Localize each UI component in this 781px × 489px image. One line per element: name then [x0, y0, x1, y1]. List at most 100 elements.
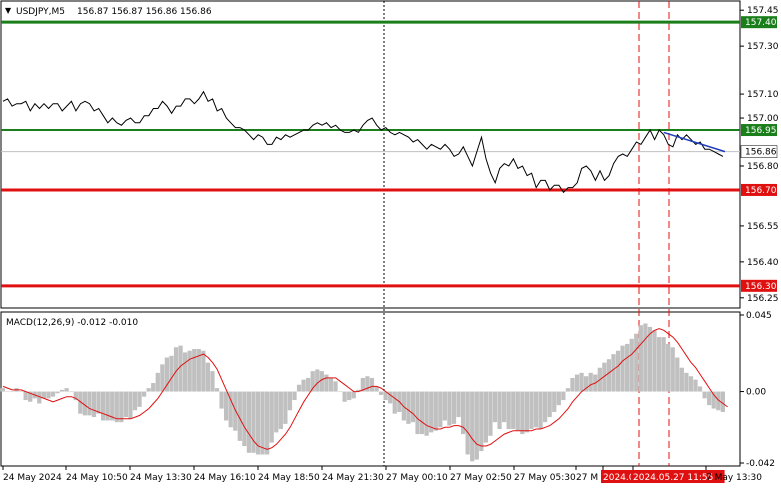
macd-histogram-bar [214, 388, 220, 392]
macd-histogram-bar [538, 391, 543, 429]
macd-histogram-bar [625, 343, 630, 392]
macd-histogram-bar [424, 391, 429, 436]
time-tick-label: 24 May 18:50 [258, 473, 320, 483]
macd-histogram-bar [515, 391, 520, 431]
macd-histogram-bar [520, 391, 525, 435]
macd-histogram-bar [634, 333, 639, 392]
macd-histogram-bar [278, 391, 283, 429]
current-price-label: 156.86 [745, 148, 777, 158]
level-price-label: 156.30 [745, 282, 777, 292]
macd-histogram-bar [59, 389, 65, 392]
macd-histogram-bar [474, 391, 479, 460]
macd-histogram-bar [251, 391, 256, 453]
macd-histogram-bar [219, 391, 224, 409]
macd-histogram-bar [438, 391, 443, 428]
macd-histogram-bar [119, 391, 124, 423]
macd-histogram-bar [274, 391, 279, 433]
macd-histogram-bar [369, 377, 375, 392]
macd-histogram-bar [584, 376, 589, 392]
macd-histogram-bar [55, 391, 60, 394]
macd-histogram-bar [351, 391, 356, 399]
macd-histogram-bar [533, 391, 539, 428]
macd-histogram-bar [574, 374, 580, 392]
macd-tick-label: -0.042 [746, 459, 775, 469]
macd-histogram-bar [720, 391, 725, 412]
level-price-tag [741, 124, 777, 137]
macd-histogram-bar [155, 372, 160, 392]
macd-histogram-bar [18, 391, 24, 393]
macd-histogram-bar [287, 391, 293, 411]
time-tick-label: 24 May 2024 [3, 473, 62, 483]
macd-histogram-bar [178, 345, 183, 392]
macd-histogram-bar [456, 391, 461, 418]
macd-histogram-bar [543, 391, 548, 423]
macd-histogram-bar [151, 383, 156, 392]
macd-histogram-bar [210, 371, 215, 392]
macd-histogram-bar [388, 391, 393, 404]
macd-histogram-bar [160, 364, 165, 392]
time-highlight-tag [601, 470, 639, 483]
macd-histogram-bar [697, 386, 703, 392]
macd-histogram-bar [5, 391, 10, 393]
macd-histogram-bar [46, 391, 51, 399]
macd-histogram-bar [647, 326, 653, 392]
macd-histogram-bar [201, 350, 206, 392]
macd-histogram-bar [255, 391, 261, 455]
macd-histogram-bar [337, 391, 343, 393]
price-tick-label: 156.40 [747, 258, 779, 268]
macd-tick-label: 0.045 [746, 311, 772, 321]
price-tick-label: 156.25 [747, 294, 779, 304]
macd-title: MACD(12,26,9) -0.012 -0.010 [6, 318, 138, 328]
macd-histogram-bar [433, 391, 438, 431]
time-tick-label: 27 May 02:50 [450, 473, 512, 483]
level-price-tag [741, 183, 777, 196]
macd-histogram-bar [324, 374, 329, 392]
macd-histogram-bar [374, 386, 379, 392]
macd-histogram [0, 323, 725, 462]
macd-histogram-bar [192, 349, 197, 392]
macd-histogram-bar [684, 372, 689, 392]
macd-histogram-bar [132, 391, 138, 411]
ohlc-label: 156.87 156.87 156.86 156.86 [77, 7, 212, 17]
macd-histogram-bar [579, 372, 584, 392]
macd-histogram-bar [187, 350, 192, 392]
level-price-label: 156.70 [745, 186, 777, 196]
macd-histogram-bar [41, 391, 46, 399]
macd-histogram-bar [460, 391, 466, 435]
macd-histogram-bar [497, 391, 502, 429]
time-tick-label: 24 May 21:30 [322, 473, 384, 483]
macd-histogram-bar [164, 357, 170, 392]
price-tick-label: 157.10 [747, 90, 779, 100]
macd-histogram-bar [670, 347, 675, 392]
macd-histogram-bar [319, 371, 324, 392]
macd-histogram-bar [451, 391, 457, 424]
macd-histogram-bar [347, 391, 352, 401]
price-tick-label: 156.80 [747, 162, 779, 172]
macd-histogram-bar [688, 376, 694, 392]
macd-histogram-bar [196, 349, 201, 392]
macd-histogram-bar [183, 352, 188, 392]
macd-histogram-bar [511, 391, 516, 429]
macd-histogram-bar [260, 391, 265, 455]
current-price-tag [740, 145, 778, 158]
macd-histogram-bar [611, 354, 616, 392]
price-tick-label: 157.30 [747, 42, 779, 52]
macd-histogram-bar [82, 391, 88, 416]
macd-histogram-bar [383, 391, 388, 401]
macd-histogram-bar [565, 388, 571, 392]
macd-histogram-bar [588, 372, 593, 392]
macd-histogram-bar [661, 337, 666, 392]
time-tick-label: 7 May 13:30 [706, 473, 762, 483]
macd-histogram-bar [9, 391, 15, 393]
price-tick-label: 157.45 [747, 6, 779, 16]
macd-histogram-bar [37, 391, 42, 404]
macd-histogram-bar [169, 355, 174, 392]
level-price-tag [741, 16, 777, 29]
macd-histogram-bar [470, 391, 475, 462]
macd-histogram-bar [137, 391, 142, 407]
macd-histogram-bar [447, 391, 452, 426]
macd-histogram-bar [406, 391, 411, 424]
macd-histogram-bar [91, 391, 97, 418]
macd-histogram-bar [711, 391, 716, 409]
chart-menu-icon[interactable]: ▼ [5, 6, 12, 15]
